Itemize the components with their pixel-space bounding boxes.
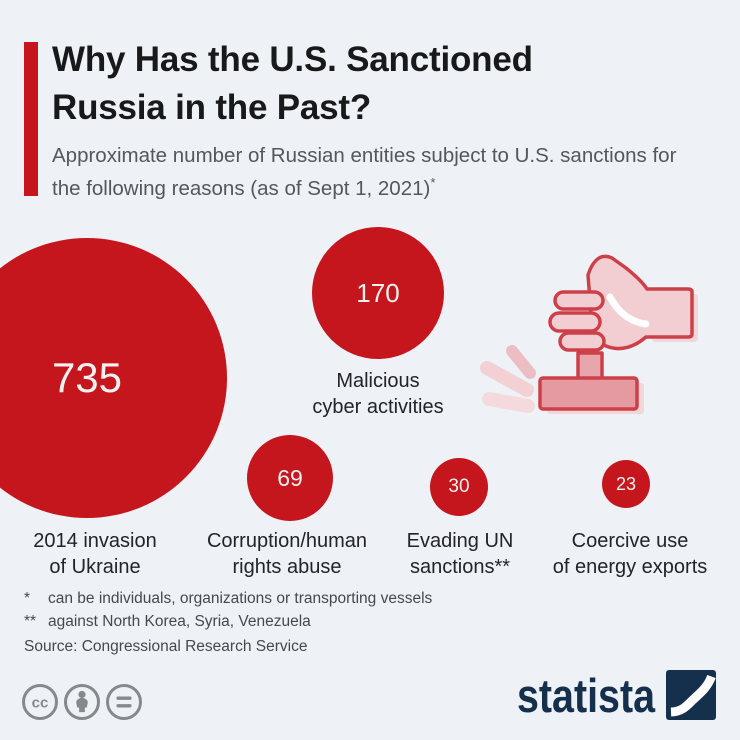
footnote-1: * can be individuals, organizations or t…: [24, 587, 432, 610]
bubble-value-170: 170: [356, 277, 400, 308]
license-icons[interactable]: cc: [20, 680, 148, 724]
cc-icon: cc: [22, 684, 58, 720]
footnote-2: ** against North Korea, Syria, Venezuela: [24, 610, 432, 633]
chart-subtitle: Approximate number of Russian entities s…: [52, 142, 684, 202]
bubble-value-69: 69: [277, 464, 303, 491]
hand-pressing-sanction-stamp-icon: [480, 254, 698, 414]
bubble-evading-un-sanctions: 30: [430, 458, 488, 516]
cc-icon-label: cc: [32, 695, 49, 712]
bubble-value-30: 30: [448, 476, 470, 497]
statista-wordmark-text: statista: [517, 669, 656, 722]
bubble-label-malicious-cyber: Malicious cyber activities: [312, 370, 444, 418]
statista-logo[interactable]: statista: [514, 668, 716, 722]
page-title: Why Has the U.S. Sanctioned Russia in th…: [52, 36, 712, 132]
source-line: Source: Congressional Research Service: [24, 638, 308, 655]
footnote-1-marker: *: [24, 590, 31, 607]
stamp-hand: [548, 254, 694, 352]
chart-subtitle-text: Approximate number of Russian entities s…: [52, 144, 677, 200]
bubble-value-23: 23: [615, 473, 637, 494]
bubble-label-corruption: Corruption/human rights abuse: [206, 530, 368, 578]
footnote-1-text: can be individuals, organizations or tra…: [48, 590, 433, 607]
bubble-label-2014-invasion: 2014 invasion of Ukraine: [33, 530, 157, 578]
footnote-marker-sup: *: [430, 175, 436, 190]
statista-logo-mark-icon: [666, 670, 716, 720]
statista-wordmark: statista: [517, 669, 656, 722]
bubble-malicious-cyber-activities: 170: [312, 227, 444, 359]
stamp-base: [538, 351, 639, 411]
bubble-label-coercive-energy: Coercive use of energy exports: [552, 530, 708, 578]
attribution-icon: [64, 684, 100, 720]
no-derivatives-icon: [106, 684, 142, 720]
bubble-2014-invasion-of-ukraine: 735: [0, 238, 227, 518]
footnotes: * can be individuals, organizations or t…: [24, 587, 432, 633]
footnote-2-text: against North Korea, Syria, Venezuela: [48, 613, 311, 630]
bubble-label-evading-un: Evading UN sanctions**: [406, 530, 514, 578]
title-accent-bar: [24, 42, 38, 196]
bubble-value-735: 735: [51, 354, 123, 401]
bubble-corruption-human-rights-abuse: 69: [247, 435, 333, 521]
page-title-line1: Why Has the U.S. Sanctioned: [52, 40, 533, 79]
bubble-coercive-use-of-energy-exports: 23: [602, 460, 650, 508]
stamp-motion-lines: [480, 345, 536, 413]
page-title-line2: Russia in the Past?: [52, 88, 372, 127]
footnote-2-marker: **: [24, 613, 37, 630]
